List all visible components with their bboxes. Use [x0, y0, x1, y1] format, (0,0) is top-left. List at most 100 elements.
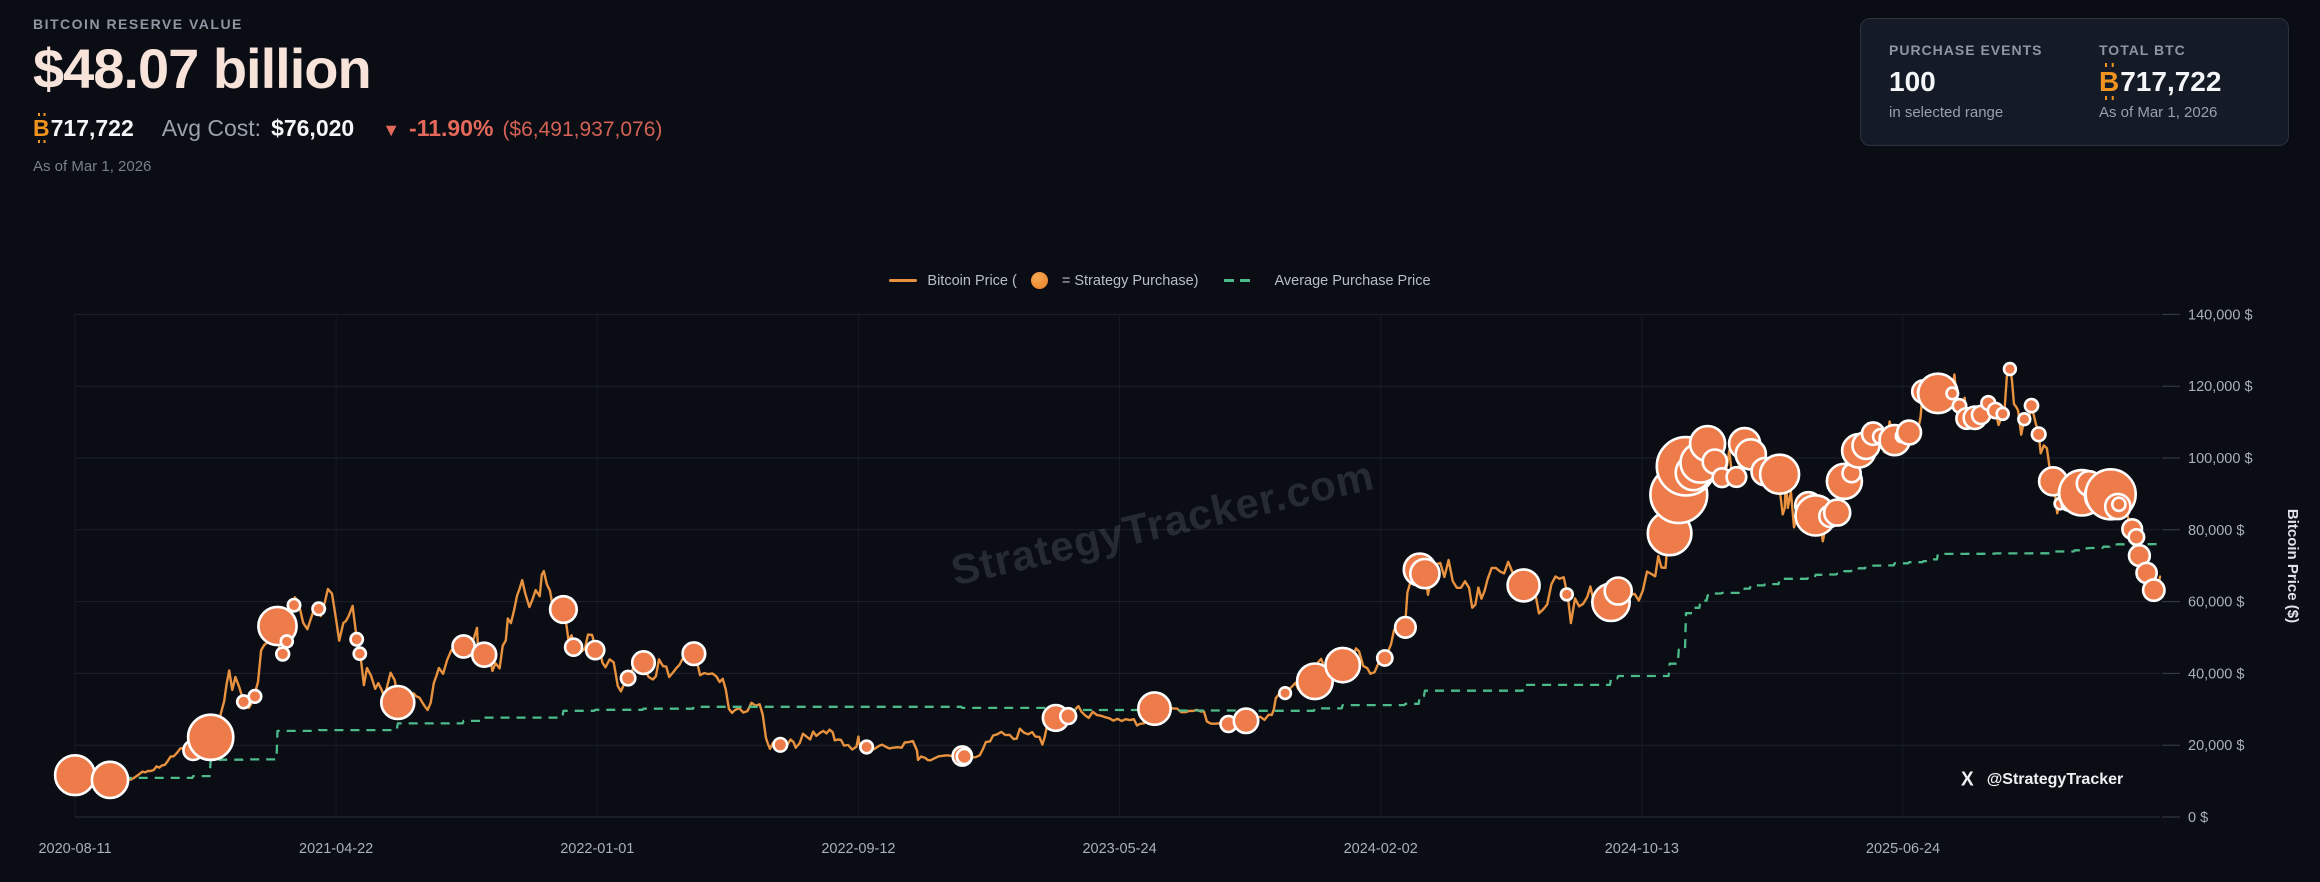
x-gridlines: [74, 314, 1904, 817]
summary-panel: PURCHASE EVENTS 100 in selected range TO…: [1860, 18, 2289, 146]
purchase-bubble[interactable]: [1295, 662, 1334, 701]
purchase-bubble[interactable]: [584, 639, 606, 661]
purchase-bubble[interactable]: [311, 601, 327, 617]
x-tick-label: 2021-04-22: [299, 841, 373, 857]
purchase-bubble[interactable]: [352, 646, 368, 662]
purchase-bubble[interactable]: [279, 634, 295, 649]
total-btc-amount: 717,722: [2120, 66, 2222, 97]
x-tick-label: 2024-02-02: [1344, 841, 1418, 857]
purchase-bubble[interactable]: [2002, 361, 2018, 377]
x-logo-icon: X: [1961, 768, 1974, 791]
y-tick-label: 80,000 $: [2188, 523, 2244, 539]
purchase-bubble[interactable]: [2141, 578, 2166, 603]
purchase-bubble[interactable]: [2030, 426, 2047, 443]
purchase-bubble[interactable]: [186, 713, 235, 762]
price-line-swatch: [889, 279, 918, 282]
purchase-bubble[interactable]: [275, 646, 291, 662]
bitcoin-symbol-icon: B: [33, 112, 50, 144]
avg-cost-value: $76,020: [271, 115, 355, 141]
purchase-bubble[interactable]: [349, 631, 365, 647]
avg-cost: Avg Cost: $76,020: [162, 115, 354, 142]
y-tick-label: 140,000 $: [2188, 307, 2253, 323]
purchase-bubble[interactable]: [630, 649, 657, 676]
purchase-bubble[interactable]: [548, 594, 579, 625]
purchase-bubble[interactable]: [1506, 568, 1541, 603]
total-btc-stat: TOTAL BTC B 717,722 As of Mar 1, 2026: [2099, 42, 2221, 122]
purchase-bubble[interactable]: [53, 753, 97, 797]
purchase-bubble[interactable]: [681, 641, 707, 667]
down-arrow-icon: ▼: [382, 120, 401, 140]
purchase-bubble[interactable]: [563, 637, 584, 658]
btc-holdings: B 717,722: [33, 112, 134, 144]
avg-line-swatch: [1224, 279, 1253, 282]
purchase-bubble[interactable]: [1758, 453, 1801, 496]
y-tick-label: 40,000 $: [2188, 666, 2244, 682]
purchase-bubble[interactable]: [1137, 691, 1173, 727]
purchase-bubble[interactable]: [1393, 615, 1417, 640]
x-tick-label: 2025-06-24: [1866, 841, 1940, 857]
x-tick-label: 2022-09-12: [821, 841, 895, 857]
y-tick-label: 60,000 $: [2188, 595, 2244, 611]
x-tick-label: 2020-08-11: [38, 841, 111, 857]
purchase-events-stat: PURCHASE EVENTS 100 in selected range: [1889, 42, 2099, 122]
legend-series1-pre: Bitcoin Price (: [927, 272, 1017, 289]
btc-amount: 717,722: [50, 115, 134, 141]
avg-price-line: [75, 542, 2160, 780]
x-tick-label: 2023-05-24: [1082, 841, 1156, 857]
change-percent: -11.90%: [409, 115, 494, 141]
purchase-bubble[interactable]: [1375, 649, 1394, 667]
total-btc-label: TOTAL BTC: [2099, 42, 2186, 58]
purchase-bubble[interactable]: [247, 688, 263, 705]
purchase-bubble[interactable]: [1945, 386, 1960, 401]
purchase-bubble[interactable]: [1995, 406, 2010, 422]
purchase-bubble[interactable]: [1725, 465, 1748, 489]
y-tick-labels: 0 $ 20,000 $ 40,000 $ 60,000 $ 80,000 $ 100,0…: [2188, 307, 2253, 826]
x-tick-label: 2022-01-01: [560, 841, 634, 857]
avg-cost-label: Avg Cost:: [161, 115, 262, 141]
purchase-bubble[interactable]: [1559, 587, 1575, 602]
purchase-bubble[interactable]: [1324, 646, 1362, 684]
legend-series2: Average Purchase Price: [1274, 272, 1431, 289]
y-tick-label: 120,000 $: [2188, 379, 2253, 395]
legend-series1-post: = Strategy Purchase): [1061, 272, 1199, 289]
page-title-label: BITCOIN RESERVE VALUE: [33, 16, 243, 32]
stats-row: B 717,722 Avg Cost: $76,020 ▼ -11.90% ($6,49…: [33, 112, 662, 144]
purchase-bubble[interactable]: [379, 684, 416, 721]
bitcoin-symbol-icon: B: [2099, 63, 2120, 100]
purchase-bubble[interactable]: [1058, 706, 1078, 726]
reserve-value: $48.07 billion: [33, 37, 372, 100]
purchase-bubble[interactable]: [2023, 397, 2040, 414]
y-gridlines: [75, 313, 2180, 818]
purchase-bubble[interactable]: [858, 739, 875, 755]
change-absolute: ($6,491,937,076): [502, 118, 663, 141]
purchase-bubble[interactable]: [90, 760, 130, 800]
purchase-bubble[interactable]: [955, 747, 974, 766]
purchase-bubble[interactable]: [2110, 496, 2127, 513]
purchase-bubble[interactable]: [1277, 685, 1293, 701]
y-tick-label: 0 $: [2188, 810, 2208, 826]
header: BITCOIN RESERVE VALUE $48.07 billion B 71…: [33, 16, 662, 175]
purchase-bubble[interactable]: [1232, 707, 1260, 735]
purchase-bubble[interactable]: [286, 597, 302, 613]
as-of-date: As of Mar 1, 2026: [33, 158, 152, 175]
change-indicator: ▼ -11.90% ($6,491,937,076): [382, 115, 662, 142]
total-btc-sub: As of Mar 1, 2026: [2099, 104, 2218, 121]
purchase-bubble[interactable]: [1409, 557, 1441, 590]
purchase-bubble[interactable]: [1822, 498, 1852, 527]
purchase-bubble[interactable]: [2127, 527, 2146, 546]
credit-handle: @StrategyTracker: [1986, 770, 2124, 788]
purchase-bubbles: [53, 361, 2166, 800]
purchase-events-value: 100: [1889, 66, 1936, 97]
y-tick-label: 100,000 $: [2188, 451, 2253, 467]
purchase-bubble[interactable]: [1895, 419, 1923, 446]
y-axis-title: Bitcoin Price ($): [2284, 509, 2301, 623]
purchase-bubble[interactable]: [619, 669, 637, 687]
credit: X @StrategyTracker: [1961, 768, 2124, 791]
purchase-bubble[interactable]: [470, 641, 498, 669]
purchase-bubble[interactable]: [772, 736, 789, 753]
purchase-events-sub: in selected range: [1889, 104, 2004, 121]
purchase-bubble[interactable]: [1603, 576, 1633, 606]
x-tick-labels: 2020-08-11 2021-04-22 2022-01-01 2022-09-12…: [38, 841, 1940, 857]
purchase-bubble[interactable]: [2017, 412, 2032, 427]
